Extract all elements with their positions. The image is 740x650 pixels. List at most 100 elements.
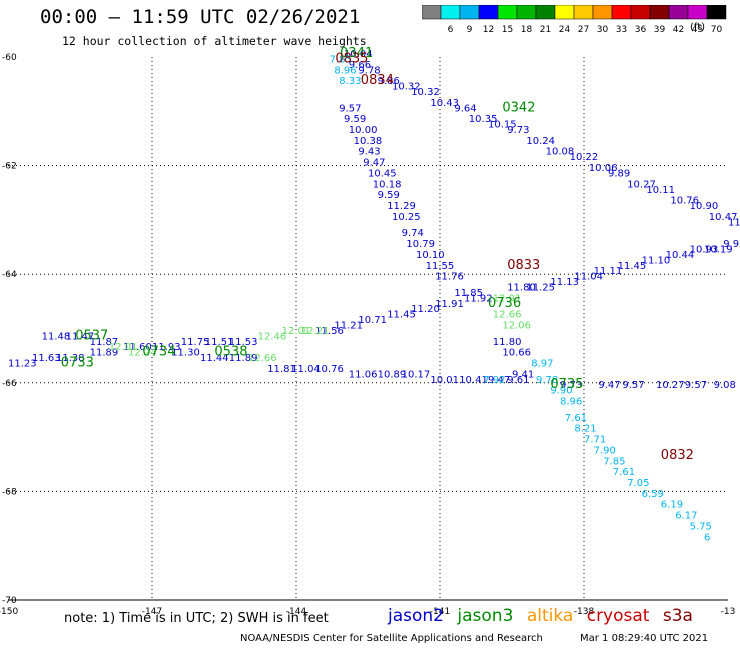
legend-jason3: jason3	[457, 606, 514, 626]
track-time-label: 0735	[550, 377, 583, 392]
colorbar-label: 30	[597, 25, 609, 35]
data-label: 5.75	[690, 521, 712, 532]
data-label: 11.06	[349, 369, 378, 380]
data-label: 7.85	[330, 54, 352, 65]
credit-date: Mar 1 08:29:40 UTC 2021	[580, 633, 709, 644]
data-label: 10.24	[526, 136, 555, 147]
data-label: 7.71	[584, 435, 606, 446]
data-label: 11.92	[464, 293, 493, 304]
track-time-label: 0736	[488, 296, 521, 311]
x-tick-label: -141	[430, 607, 450, 617]
colorbar-label: 18	[521, 25, 533, 35]
y-tick-label: -64	[2, 270, 17, 280]
data-label: 10.90	[690, 201, 719, 212]
colorbar-label: 9	[467, 25, 473, 35]
data-label: 12.46	[258, 331, 287, 342]
y-tick-label: -68	[2, 487, 17, 497]
legend-jason2: jason2	[388, 606, 444, 626]
data-label: 11.76	[435, 272, 464, 283]
track-time-label: 0734	[142, 345, 175, 360]
data-label: 12.21	[301, 326, 330, 337]
data-label: 11.45	[387, 310, 416, 321]
track-time-label: 0538	[214, 345, 247, 360]
data-label: 9.08	[714, 380, 736, 391]
data-label: 10.18	[373, 179, 402, 190]
footer-note: note: 1) Time is in UTC; 2) SWH is in fe…	[64, 611, 329, 626]
data-label: 6.59	[642, 489, 664, 500]
data-label: 11.10	[642, 255, 671, 266]
data-label: 11.81	[267, 364, 296, 375]
data-label: 10.41	[459, 375, 488, 386]
data-label: 10.25	[392, 212, 421, 223]
data-label: 10.11	[646, 185, 675, 196]
data-label: 8.97	[531, 359, 553, 370]
track-time-label: 0537	[75, 328, 108, 343]
data-label: 10.19	[704, 244, 733, 255]
data-label: 11.04	[574, 272, 603, 283]
data-label: 12.06	[502, 321, 531, 332]
data-label: 9.86	[378, 76, 400, 87]
legend-s3a: s3a	[662, 606, 693, 626]
colorbar-label: 33	[616, 25, 627, 35]
data-label: 10.32	[411, 87, 440, 98]
data-label: 11.13	[550, 277, 579, 288]
data-label: 11.63	[32, 353, 61, 364]
data-label: 8.33	[339, 76, 361, 87]
data-label: 12.66	[493, 310, 522, 321]
data-label: 6	[704, 532, 710, 543]
data-label: 7.61	[613, 467, 635, 478]
data-label: 10.38	[354, 136, 383, 147]
data-label: 10.32	[392, 82, 421, 93]
data-label: 9.89	[608, 168, 630, 179]
data-label: 10.01	[430, 375, 459, 386]
data-label: 9.78	[536, 375, 558, 386]
colorbar-label: 24	[559, 25, 571, 35]
data-label: 9.59	[378, 190, 400, 201]
data-label: 9.41	[512, 369, 534, 380]
data-label: 11.11	[594, 266, 623, 277]
data-label: 10.44	[666, 250, 695, 261]
data-label: 11.29	[387, 201, 416, 212]
data-label: 11.89	[90, 348, 119, 359]
data-label: 10.08	[546, 147, 575, 158]
data-label: 10.22	[570, 152, 599, 163]
track-time-label: 0832	[661, 448, 694, 463]
data-label: 11.85	[454, 288, 483, 299]
data-label: 10.17	[402, 369, 431, 380]
data-label: 7.85	[603, 456, 625, 467]
data-label: 6.17	[675, 511, 697, 522]
data-label: 11.21	[334, 321, 363, 332]
data-label: 10.76	[315, 364, 344, 375]
data-label: 8.96	[334, 65, 356, 76]
colorbar-label: 6	[448, 25, 454, 35]
data-label: 11.04	[291, 364, 320, 375]
data-label: 10.00	[349, 125, 378, 136]
data-label: 12.91	[493, 293, 522, 304]
data-label: 9.74	[402, 228, 424, 239]
data-label: 9.90	[550, 386, 572, 397]
data-label: 11.75	[181, 337, 210, 348]
data-label: 9.64	[454, 103, 476, 114]
data-label: 10.10	[416, 250, 445, 261]
colorbar: 6 9 12 15 18 21 24 27 30 33 36 39 42 45 70	[422, 5, 727, 35]
data-label: 10.93	[690, 244, 719, 255]
data-label: 11.48	[42, 331, 71, 342]
data-label: 11.44	[200, 353, 229, 364]
data-label: 9.43	[358, 147, 380, 158]
data-label: 9.78	[358, 65, 380, 76]
colorbar-label: 70	[711, 25, 723, 35]
data-label: 11.91	[435, 299, 464, 310]
track-time-label: 0733	[61, 356, 94, 371]
data-label: 7.92	[483, 375, 505, 386]
data-label: 9.92	[723, 239, 740, 250]
x-tick-label: -13	[721, 607, 736, 617]
data-label: 11.45	[618, 261, 647, 272]
data-label: 11.80	[507, 282, 536, 293]
x-tick-label: -150	[0, 607, 18, 617]
data-label: 11.87	[90, 337, 119, 348]
data-label: 11.80	[493, 337, 522, 348]
data-label: 9.57	[622, 380, 644, 391]
data-label: 9.66	[349, 60, 371, 71]
colorbar-label: 15	[502, 25, 513, 35]
